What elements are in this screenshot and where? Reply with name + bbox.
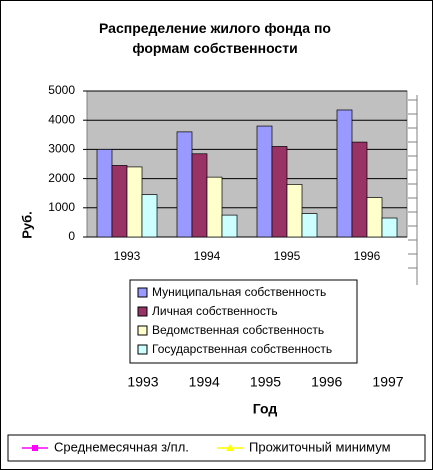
y-tick-label: 2000 <box>48 171 75 185</box>
x-tick-label: 1995 <box>274 249 301 263</box>
bar <box>366 197 383 238</box>
bar <box>176 131 193 238</box>
bar <box>141 194 158 238</box>
y-tick-label: 3000 <box>48 142 75 156</box>
bar <box>351 141 368 238</box>
legend-swatch <box>137 287 148 298</box>
legend-label: Государственная собственность <box>152 342 332 356</box>
x-tick-label: 1996 <box>311 374 342 390</box>
legend-marker <box>226 444 234 451</box>
front-legend <box>129 279 358 364</box>
bar <box>191 153 208 238</box>
x-axis-title: Год <box>253 401 278 417</box>
back-axis-stubs <box>408 95 418 285</box>
x-tick-label: 1994 <box>189 374 220 390</box>
legend-swatch <box>137 325 148 336</box>
y-tick-label: 4000 <box>48 112 75 126</box>
y-tick-label: 5000 <box>48 83 75 97</box>
x-tick-label: 1994 <box>194 249 221 263</box>
legend-marker <box>32 445 38 451</box>
legend-label: Ведомственная собственность <box>152 323 324 337</box>
bar <box>221 214 238 238</box>
y-tick-label: 0 <box>68 229 75 243</box>
x-tick-label: 1993 <box>114 249 141 263</box>
x-tick-label: 1993 <box>127 374 158 390</box>
bar <box>96 149 113 238</box>
legend-label: Прожиточный минимум <box>249 439 391 454</box>
legend-swatch <box>137 306 148 317</box>
legend-label: Муниципальная собственность <box>152 285 326 299</box>
bar <box>381 217 398 238</box>
bar <box>256 125 273 238</box>
bar <box>286 184 303 238</box>
y-tick-label: 1000 <box>48 200 75 214</box>
back-legend <box>7 434 426 462</box>
x-tick-label: 1997 <box>372 374 403 390</box>
legend-label: Среднемесячная з/пл. <box>54 439 189 454</box>
bar <box>301 213 318 238</box>
legend-swatch <box>137 344 148 355</box>
x-tick-label: 1996 <box>354 249 381 263</box>
chart-title: Распределение жилого фонда по формам соб… <box>99 20 331 56</box>
bar <box>271 146 288 238</box>
x-tick-label: 1995 <box>250 374 281 390</box>
bar <box>206 176 223 238</box>
bar <box>126 166 143 238</box>
bar <box>336 109 353 238</box>
y-axis-title: Руб. <box>19 211 34 239</box>
legend-label: Личная собственность <box>152 304 278 318</box>
bar <box>111 165 128 238</box>
